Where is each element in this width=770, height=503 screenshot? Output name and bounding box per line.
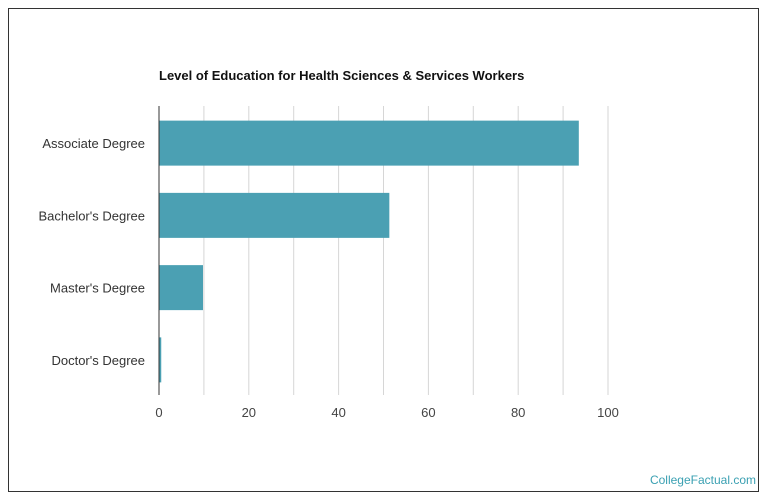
bar-master-s-degree [159,265,204,311]
x-tick-labels: 0 20 40 60 80 100 [155,405,618,420]
x-tick-label: 100 [597,405,619,420]
watermark-link[interactable]: CollegeFactual.com [649,473,756,487]
category-label: Master's Degree [50,281,145,296]
x-tick-label: 0 [155,405,162,420]
category-label: Doctor's Degree [51,353,145,368]
category-labels: Associate Degree Bachelor's Degree Master'… [38,136,145,368]
category-label: Bachelor's Degree [38,208,145,223]
bar-bachelor-s-degree [159,192,390,238]
category-label: Associate Degree [42,136,145,151]
x-tick-label: 20 [242,405,256,420]
x-tick-label: 40 [331,405,345,420]
bar-doctor-s-degree [159,337,162,383]
chart-title: Level of Education for Health Sciences &… [159,68,525,83]
bar-associate-degree [159,120,579,166]
x-tick-label: 80 [511,405,525,420]
bars [159,120,579,383]
x-tick-label: 60 [421,405,435,420]
